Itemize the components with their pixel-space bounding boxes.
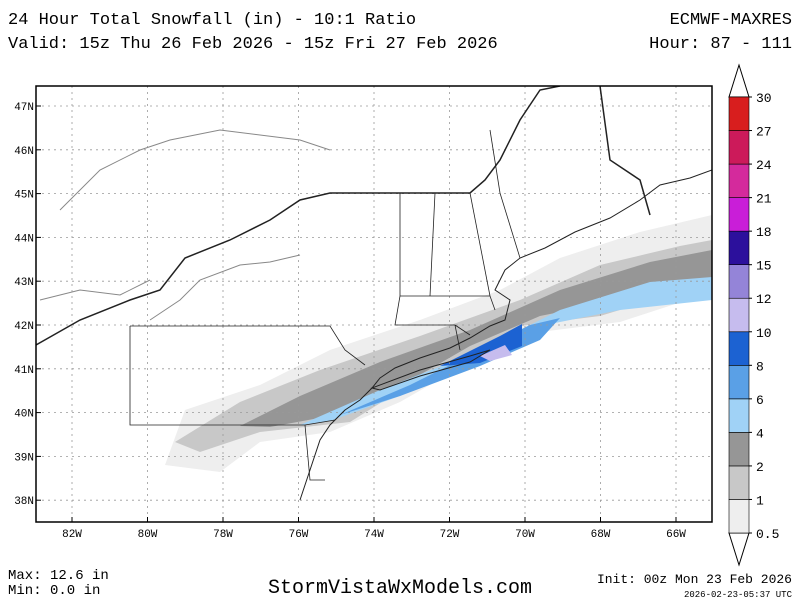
lat-label: 46N (14, 146, 34, 158)
colorbar-swatch (728, 264, 750, 299)
colorbar-swatch (728, 163, 750, 198)
colorbar-swatch (728, 96, 750, 131)
state-lines (129, 129, 521, 481)
colorbar-swatch (728, 331, 750, 366)
max-value: Max: 12.6 in (8, 568, 109, 584)
lon-label: 76W (289, 529, 309, 541)
website: StormVistaWxModels.com (268, 577, 532, 600)
lat-label: 45N (14, 190, 34, 202)
colorbar-label: 2 (756, 460, 764, 475)
colorbar-label: 27 (756, 125, 772, 140)
colorbar-swatch (728, 230, 750, 265)
lon-label: 68W (591, 529, 611, 541)
map-area (36, 86, 712, 522)
colorbar-label: 4 (756, 426, 764, 441)
colorbar-label: 6 (756, 393, 764, 408)
lon-label: 70W (515, 529, 535, 541)
colorbar-swatch (728, 432, 750, 467)
colorbar-top-arrow (728, 63, 750, 98)
lon-label: 78W (213, 529, 233, 541)
lat-label: 47N (14, 102, 34, 114)
colorbar-label: 21 (756, 192, 772, 207)
colorbar-label: 0.5 (756, 527, 779, 542)
colorbar-swatch (728, 499, 750, 534)
colorbar-swatch (728, 130, 750, 165)
lon-label: 72W (440, 529, 460, 541)
lat-label: 43N (14, 277, 34, 289)
shade-band (240, 250, 712, 427)
colorbar-label: 18 (756, 225, 772, 240)
colorbar-label: 8 (756, 359, 764, 374)
lat-label: 44N (14, 233, 34, 245)
lat-label: 40N (14, 409, 34, 421)
colorbar-bottom-arrow (728, 532, 750, 567)
lon-label: 74W (364, 529, 384, 541)
snow-shading (165, 215, 712, 472)
colorbar-swatch (728, 398, 750, 433)
colorbar-label: 30 (756, 91, 772, 106)
model-name: ECMWF-MAXRES (670, 11, 792, 30)
init-time: Init: 00z Mon 23 Feb 2026 (597, 572, 792, 587)
valid-time: Valid: 15z Thu 26 Feb 2026 - 15z Fri 27 … (8, 35, 498, 54)
shade-band (440, 324, 522, 366)
lon-label: 66W (666, 529, 686, 541)
colorbar-swatch (728, 365, 750, 400)
colorbar-swatch (728, 297, 750, 333)
lat-label: 38N (14, 496, 34, 508)
canada-border (36, 86, 651, 346)
colorbar-label: 12 (756, 292, 772, 307)
colorbar-label: 15 (756, 259, 772, 274)
forecast-hours: Hour: 87 - 111 (649, 35, 792, 54)
lat-label: 42N (14, 321, 34, 333)
min-value: Min: 0.0 in (8, 583, 100, 599)
colorbar-label: 10 (756, 326, 772, 341)
boundaries (36, 86, 712, 501)
shade-band (480, 345, 512, 361)
colorbar-swatch (728, 465, 750, 500)
timestamp: 2026-02-23-05:37 UTC (684, 590, 793, 600)
lon-label: 80W (138, 529, 158, 541)
lakes (39, 129, 331, 321)
lat-label: 39N (14, 452, 34, 464)
colorbar-swatch (728, 197, 750, 232)
lat-label: 41N (14, 365, 34, 377)
colorbar-label: 24 (756, 158, 772, 173)
lon-label: 82W (62, 529, 82, 541)
colorbar-label: 1 (756, 493, 764, 508)
title: 24 Hour Total Snowfall (in) - 10:1 Ratio (8, 11, 416, 30)
long-island (370, 349, 491, 391)
